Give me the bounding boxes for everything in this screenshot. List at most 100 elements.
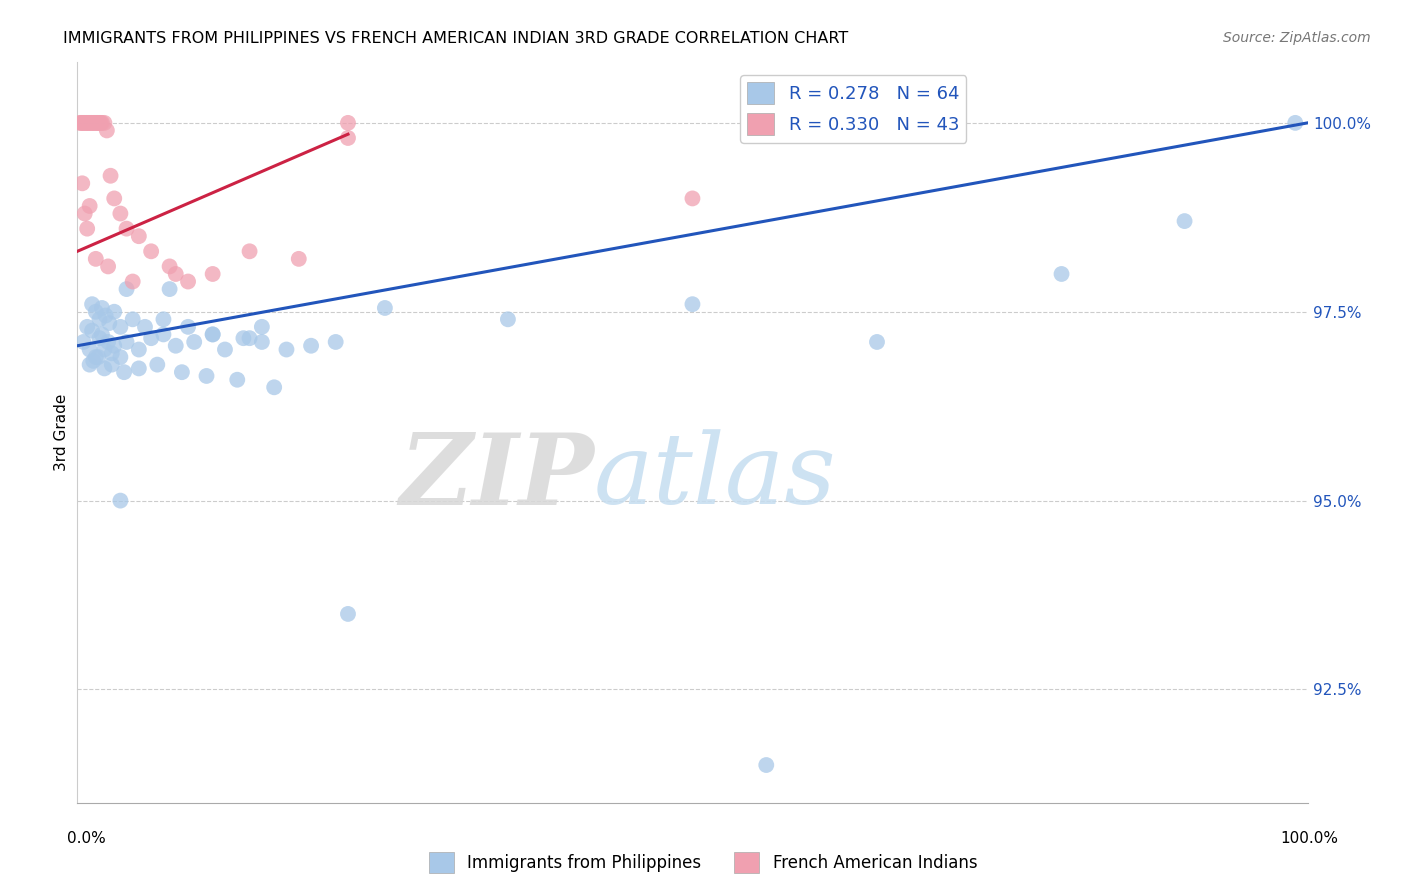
Point (152, 312, 174, 326)
Point (103, 339, 125, 353)
Point (159, 260, 181, 274)
Point (76, 319, 98, 334)
Point (70, 116, 93, 130)
Point (83, 116, 105, 130)
Point (101, 358, 124, 372)
Point (121, 312, 143, 326)
Legend: Immigrants from Philippines, French American Indians: Immigrants from Philippines, French Amer… (422, 846, 984, 880)
Text: IMMIGRANTS FROM PHILIPPINES VS FRENCH AMERICAN INDIAN 3RD GRADE CORRELATION CHAR: IMMIGRANTS FROM PHILIPPINES VS FRENCH AM… (63, 31, 848, 46)
Point (682, 191, 704, 205)
Point (250, 334, 273, 349)
Text: 0.0%: 0.0% (67, 831, 107, 846)
Point (201, 267, 224, 281)
Point (76, 221, 98, 235)
Point (101, 346, 124, 360)
Text: atlas: atlas (595, 429, 837, 524)
Text: Source: ZipAtlas.com: Source: ZipAtlas.com (1223, 31, 1371, 45)
Point (82, 324, 104, 338)
Point (177, 275, 200, 289)
Point (97, 334, 120, 349)
Point (70, 116, 93, 130)
Point (96, 123, 118, 137)
Point (195, 368, 218, 383)
Point (79, 358, 101, 372)
Point (93, 361, 115, 376)
Point (141, 244, 163, 259)
Point (89, 312, 111, 326)
Point (84, 116, 107, 130)
Point (115, 221, 138, 235)
Point (110, 350, 132, 364)
Legend: R = 0.278   N = 64, R = 0.330   N = 43: R = 0.278 N = 64, R = 0.330 N = 43 (740, 75, 966, 143)
Point (98, 316, 121, 330)
Point (84, 252, 107, 266)
Point (337, 116, 360, 130)
Point (82, 116, 104, 130)
Point (76, 116, 98, 130)
Point (866, 334, 889, 349)
Point (79, 116, 101, 130)
Point (755, 758, 778, 772)
Point (159, 282, 181, 296)
Text: 100.0%: 100.0% (1281, 831, 1339, 846)
Point (77, 116, 100, 130)
Point (82, 354, 104, 368)
Point (97, 260, 120, 274)
Point (337, 131, 360, 145)
Point (72, 116, 94, 130)
Point (496, 312, 519, 326)
Point (152, 327, 174, 342)
Point (112, 365, 135, 379)
Point (325, 334, 347, 349)
Point (288, 252, 311, 266)
Point (115, 334, 138, 349)
Point (337, 607, 360, 621)
Point (89, 331, 111, 345)
Point (1284, 116, 1306, 130)
Point (250, 319, 273, 334)
Point (128, 229, 150, 244)
Point (93, 116, 115, 130)
Point (201, 327, 224, 342)
Point (90, 327, 114, 342)
Point (128, 343, 150, 357)
Point (75, 116, 97, 130)
Point (239, 244, 262, 259)
Point (146, 358, 169, 372)
Point (69, 116, 91, 130)
Point (90, 116, 112, 130)
Y-axis label: 3rd Grade: 3rd Grade (53, 394, 69, 471)
Point (1174, 214, 1197, 228)
Point (115, 282, 138, 296)
Point (80, 116, 103, 130)
Point (70, 177, 93, 191)
Point (110, 206, 132, 220)
Point (72, 334, 94, 349)
Point (276, 343, 298, 357)
Point (84, 350, 107, 364)
Point (1050, 267, 1073, 281)
Point (201, 327, 224, 342)
Point (87, 350, 110, 364)
Point (165, 339, 187, 353)
Point (89, 116, 111, 130)
Text: ZIP: ZIP (399, 429, 595, 525)
Point (232, 331, 254, 345)
Point (177, 319, 200, 334)
Point (170, 365, 193, 379)
Point (141, 331, 163, 345)
Point (374, 301, 396, 315)
Point (103, 191, 125, 205)
Point (299, 339, 322, 353)
Point (93, 343, 115, 357)
Point (134, 319, 156, 334)
Point (128, 361, 150, 376)
Point (214, 343, 236, 357)
Point (79, 343, 101, 357)
Point (121, 275, 143, 289)
Point (79, 199, 101, 213)
Point (84, 304, 107, 318)
Point (73, 206, 96, 220)
Point (87, 116, 110, 130)
Point (86, 116, 108, 130)
